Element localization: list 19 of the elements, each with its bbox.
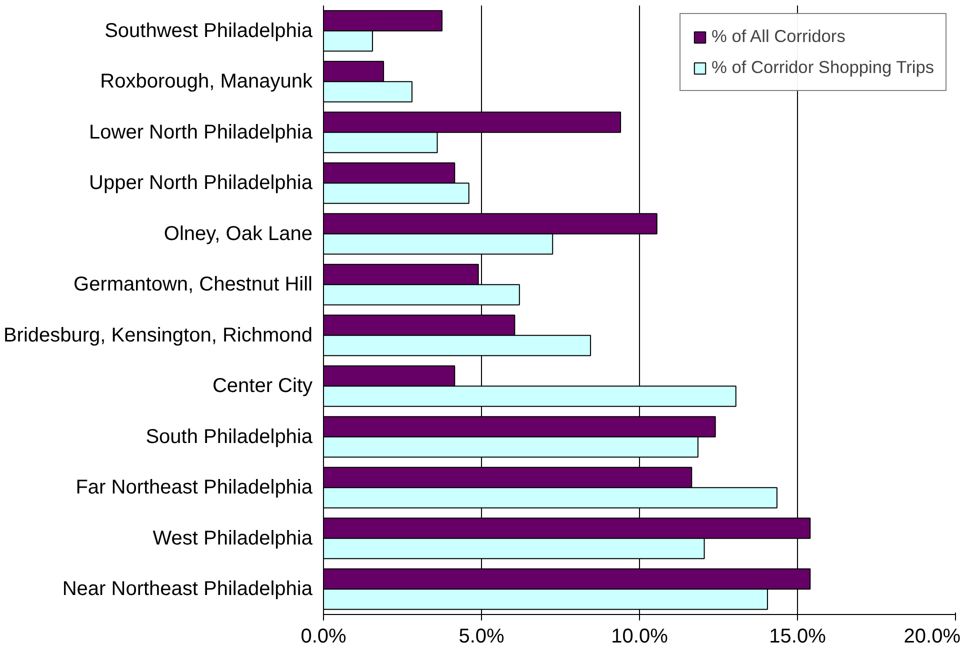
y-tick-label: Far Northeast Philadelphia — [76, 476, 314, 499]
x-tick-label: 0.0% — [300, 626, 347, 648]
y-tick-label: Southwest Philadelphia — [104, 20, 314, 42]
y-tick-label: Bridesburg, Kensington, Richmond — [3, 324, 312, 346]
y-tick-label: West Philadelphia — [152, 527, 314, 550]
legend-label: % of All Corridors — [712, 26, 846, 47]
legend-label: % of Corridor Shopping Trips — [712, 57, 934, 78]
y-tick-label: South Philadelphia — [146, 426, 314, 448]
y-tick-label: Roxborough, Manayunk — [100, 70, 314, 93]
y-tick-label: Germantown, Chestnut Hill — [74, 274, 312, 296]
x-tick-label: 5.0% — [458, 626, 505, 648]
y-tick-label: Near Northeast Philadelphia — [62, 578, 314, 600]
y-tick-label: Upper North Philadelphia — [89, 172, 314, 194]
y-tick-label: Center City — [212, 375, 312, 398]
y-tick-label: Lower North Philadelphia — [89, 121, 314, 144]
x-tick-label: 20.0% — [904, 626, 961, 648]
y-tick-label: Olney, Oak Lane — [164, 222, 313, 245]
x-tick-label: 10.0% — [611, 626, 668, 648]
x-tick-label: 15.0% — [769, 626, 826, 648]
